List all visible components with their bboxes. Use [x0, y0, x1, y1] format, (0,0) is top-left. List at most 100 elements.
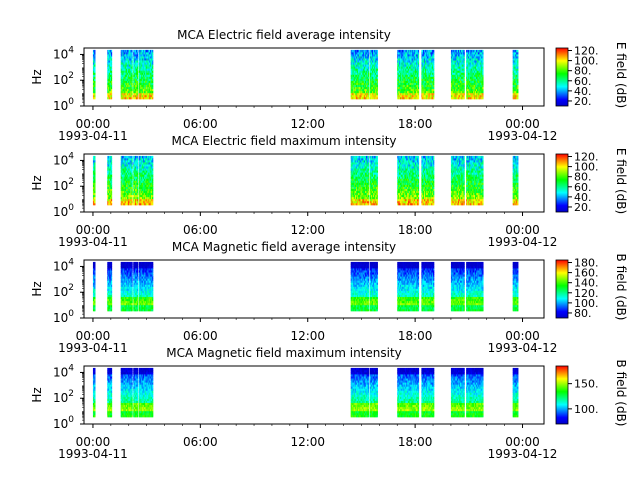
- spectrogram-cell: [372, 74, 374, 77]
- spectrogram-cell: [130, 58, 132, 61]
- spectrogram-cell: [374, 84, 377, 88]
- spectrogram-cell: [408, 58, 411, 61]
- spectrogram-cell: [130, 84, 132, 88]
- spectrogram-cell: [92, 68, 95, 71]
- spectrogram-cell: [473, 60, 475, 63]
- spectrogram-cell: [477, 49, 480, 53]
- spectrogram-cell: [458, 92, 460, 96]
- spectrogram-cell: [123, 94, 125, 98]
- spectrogram-cell: [109, 62, 112, 65]
- spectrogram-cell: [460, 51, 463, 55]
- spectrogram-cell: [133, 56, 135, 59]
- spectrogram-cell: [405, 68, 407, 71]
- spectrogram-cell: [473, 68, 475, 71]
- spectrogram-cell: [479, 64, 481, 67]
- spectrogram-cell: [407, 74, 409, 77]
- spectrogram-cell: [405, 72, 407, 75]
- spectrogram: [92, 49, 519, 100]
- spectrogram-cell: [152, 64, 154, 67]
- spectrogram-cell: [141, 92, 143, 96]
- spectrogram-cell: [466, 68, 468, 71]
- spectrogram-cell: [481, 64, 483, 67]
- spectrogram-cell: [108, 76, 110, 79]
- spectrogram-cell: [460, 54, 463, 57]
- spectrogram-cell: [151, 72, 153, 75]
- spectrogram-cell: [356, 56, 358, 59]
- spectrogram-cell: [351, 78, 353, 81]
- spectrogram-cell: [459, 49, 462, 53]
- spectrogram-cell: [406, 86, 408, 90]
- spectrogram-cell: [151, 51, 153, 55]
- spectrogram-cell: [126, 64, 128, 67]
- spectrogram-cell: [432, 86, 434, 90]
- spectrogram-cell: [472, 64, 474, 67]
- spectrogram-cell: [456, 54, 458, 57]
- spectrogram-cell: [427, 56, 429, 59]
- spectrogram-cell: [357, 51, 360, 55]
- spectrogram-cell: [468, 58, 471, 61]
- spectrogram-cell: [482, 68, 484, 71]
- spectrogram-cell: [92, 78, 95, 81]
- spectrogram-cell: [406, 84, 408, 88]
- spectrogram-cell: [473, 82, 475, 86]
- spectrogram-cell: [405, 88, 407, 92]
- spectrogram-cell: [133, 62, 135, 65]
- spectrogram-cell: [430, 51, 432, 55]
- spectrogram-cell: [401, 80, 403, 83]
- spectrogram-cell: [109, 82, 112, 86]
- spectrogram-cell: [352, 66, 354, 69]
- spectrogram-cell: [140, 56, 142, 59]
- spectrogram-cell: [414, 86, 416, 90]
- spectrogram-cell: [462, 49, 464, 53]
- spectrogram-cell: [148, 88, 150, 92]
- spectrogram-cell: [410, 60, 412, 63]
- spectrogram-cell: [425, 70, 428, 73]
- spectrogram-cell: [468, 66, 471, 69]
- spectrogram-cell: [143, 88, 145, 92]
- spectrogram-cell: [397, 54, 399, 57]
- spectrogram-cell: [410, 49, 412, 53]
- spectrogram-cell: [139, 64, 141, 67]
- spectrogram-cell: [458, 80, 460, 83]
- spectrogram-cell: [135, 76, 138, 79]
- spectrogram-cell: [399, 90, 402, 94]
- spectrogram-cell: [461, 72, 463, 75]
- spectrogram-cell: [513, 88, 515, 92]
- spectrogram-cell: [469, 51, 472, 55]
- spectrogram-cell: [120, 78, 122, 81]
- spectrogram-cell: [372, 66, 374, 69]
- spectrogram-cell: [476, 92, 479, 96]
- spectrogram-cell: [369, 82, 371, 86]
- spectrogram-cell: [460, 78, 463, 81]
- spectrogram-cell: [409, 58, 412, 61]
- spectrogram-cell: [479, 76, 481, 79]
- spectrogram-cell: [365, 49, 367, 53]
- spectrogram-cell: [365, 94, 367, 98]
- spectrogram-cell: [360, 66, 362, 69]
- spectrogram-cell: [477, 62, 480, 65]
- spectrogram-cell: [149, 94, 151, 98]
- spectrogram-cell: [128, 80, 131, 83]
- spectrogram-cell: [450, 51, 453, 55]
- spectrogram-cell: [369, 49, 371, 53]
- spectrogram-cell: [135, 68, 138, 71]
- spectrogram-cell: [472, 49, 474, 53]
- spectrogram-cell: [148, 56, 150, 59]
- spectrogram-cell: [140, 76, 142, 79]
- spectrogram-cell: [94, 68, 96, 71]
- spectrogram-cell: [133, 90, 135, 94]
- spectrogram-cell: [431, 90, 433, 94]
- spectrogram-cell: [424, 84, 426, 88]
- spectrogram-cell: [107, 76, 109, 79]
- spectrogram-cell: [363, 72, 365, 75]
- spectrogram-cell: [139, 56, 141, 59]
- spectrogram-cell: [424, 64, 427, 67]
- spectrogram-cell: [411, 76, 413, 79]
- spectrogram-cell: [404, 66, 406, 69]
- spectrogram-cell: [415, 90, 417, 94]
- spectrogram-cell: [404, 84, 406, 88]
- spectrogram-cell: [92, 62, 95, 65]
- spectrogram-cell: [408, 82, 411, 86]
- spectrogram-cell: [146, 64, 148, 67]
- spectrogram-cell: [480, 88, 482, 92]
